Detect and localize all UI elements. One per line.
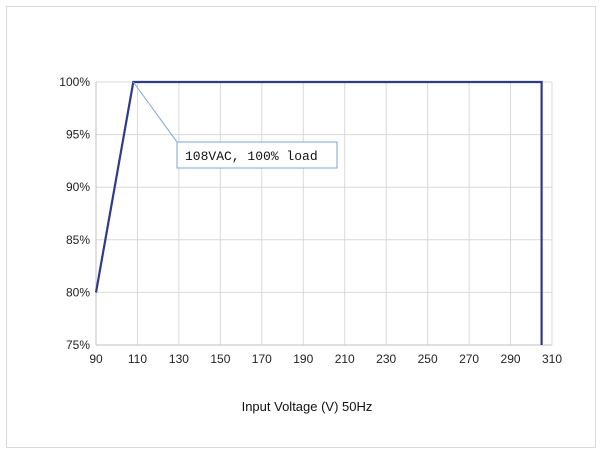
x-tick-labels: 90 110 130 150 170 190 210 230 250 270 290 310	[89, 352, 562, 366]
x-tick-label: 90	[89, 352, 103, 366]
annotation-text: 108VAC, 100% load	[185, 149, 318, 164]
y-tick-label: 100%	[59, 75, 90, 89]
x-tick-label: 170	[252, 352, 272, 366]
y-tick-label: 80%	[66, 285, 90, 299]
y-tick-label: 90%	[66, 180, 90, 194]
x-tick-label: 130	[169, 352, 189, 366]
y-tick-label: 75%	[66, 338, 90, 352]
x-tick-label: 210	[335, 352, 355, 366]
x-tick-label: 310	[542, 352, 562, 366]
y-tick-label: 95%	[66, 128, 90, 142]
x-tick-label: 250	[418, 352, 438, 366]
grid	[95, 81, 553, 346]
annotation-box	[176, 141, 338, 169]
annotation-leader-line	[132, 81, 178, 143]
series-line	[94, 80, 543, 345]
load-derating-chart: 75% 80% 85% 90% 95% 100% 90 110 130 150 170 190 210…	[59, 75, 562, 414]
series-layer	[94, 80, 543, 345]
x-tick-label: 150	[210, 352, 230, 366]
x-tick-label: 110	[128, 352, 147, 366]
x-tick-label: 270	[459, 352, 479, 366]
x-tick-label: 290	[501, 352, 521, 366]
y-tick-labels: 75% 80% 85% 90% 95% 100%	[59, 75, 90, 352]
chart-frame: 75% 80% 85% 90% 95% 100% 90 110 130 150 170 190 210…	[6, 6, 596, 448]
x-tick-label: 230	[376, 352, 396, 366]
x-tick-label: 190	[293, 352, 313, 366]
x-axis-label: Input Voltage (V) 50Hz	[242, 399, 373, 414]
annotation-layer: 108VAC, 100% load	[132, 81, 338, 169]
y-tick-label: 85%	[66, 233, 90, 247]
